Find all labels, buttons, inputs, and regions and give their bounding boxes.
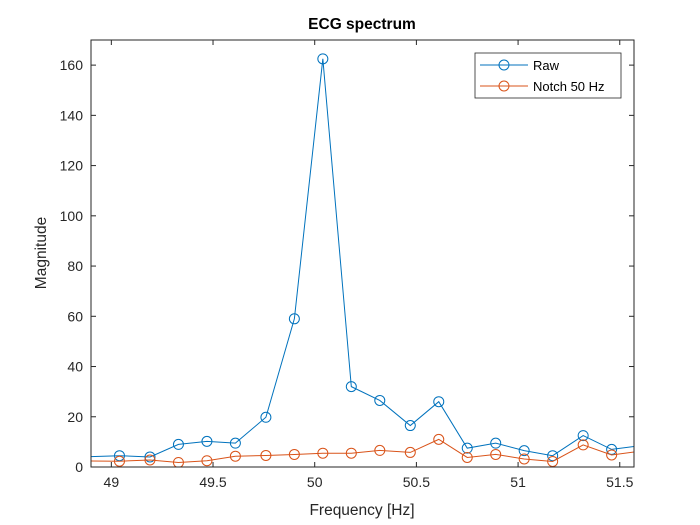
- data-point-raw: [518, 445, 530, 457]
- legend-marker-raw: [498, 59, 510, 71]
- data-point-notch-50-hz: [547, 455, 559, 467]
- x-axis-label: Frequency [Hz]: [309, 502, 414, 519]
- x-tick-label: 50: [307, 474, 323, 490]
- legend-box: [474, 52, 622, 99]
- data-point-notch-50-hz: [172, 456, 184, 467]
- data-point-notch-50-hz: [144, 454, 156, 466]
- data-point-notch-50-hz: [113, 455, 125, 467]
- y-axis-label: Magnitude: [33, 217, 50, 289]
- data-point-notch-50-hz: [229, 450, 241, 462]
- data-point-notch-50-hz: [518, 453, 530, 465]
- legend-marker-notch: [498, 80, 510, 92]
- x-tick-label: 49.5: [199, 474, 226, 490]
- x-tick-label: 51: [510, 474, 526, 490]
- data-point-raw: [229, 437, 241, 449]
- data-point-raw: [374, 394, 386, 406]
- data-point-notch-50-hz: [577, 439, 589, 451]
- data-point-notch-50-hz: [201, 455, 213, 467]
- x-tick-label: 49: [104, 474, 120, 490]
- y-tick-label: 20: [67, 409, 83, 425]
- ticks-layer: 49 49.5 50 50.5 51 51.5 0 20 40 60 80 100 120 140 160: [60, 40, 634, 490]
- data-point-notch-50-hz: [490, 448, 502, 460]
- y-tick-label: 160: [60, 57, 84, 73]
- data-point-notch-50-hz: [260, 449, 272, 461]
- data-point-raw: [317, 53, 329, 65]
- y-tick-label: 140: [60, 107, 84, 123]
- data-point-raw: [345, 381, 357, 393]
- data-point-raw: [144, 451, 156, 463]
- data-point-notch-50-hz: [433, 433, 445, 445]
- data-point-raw: [201, 435, 213, 447]
- legend: Raw Notch 50 Hz: [474, 52, 622, 99]
- data-point-raw: [113, 450, 125, 462]
- x-tick-label: 50.5: [403, 474, 430, 490]
- plot-area: [91, 40, 634, 467]
- data-point-raw: [490, 437, 502, 449]
- data-point-raw: [577, 430, 589, 442]
- data-point-raw: [547, 450, 559, 462]
- data-point-notch-50-hz: [317, 447, 329, 459]
- data-point-raw: [288, 313, 300, 325]
- legend-label-notch: Notch 50 Hz: [533, 79, 605, 94]
- data-point-notch-50-hz: [606, 449, 618, 461]
- data-point-notch-50-hz: [345, 447, 357, 459]
- x-tick-label: 51.5: [606, 474, 633, 490]
- y-tick-label: 100: [60, 208, 84, 224]
- data-point-notch-50-hz: [374, 444, 386, 456]
- axes-box: [90, 39, 635, 468]
- data-point-raw: [461, 442, 473, 454]
- data-point-raw: [404, 420, 416, 432]
- y-tick-label: 80: [67, 258, 83, 274]
- legend-label-raw: Raw: [533, 58, 560, 73]
- y-tick-label: 0: [75, 459, 83, 475]
- chart-title: ECG spectrum: [308, 16, 416, 33]
- data-point-notch-50-hz: [404, 446, 416, 458]
- y-tick-label: 60: [67, 308, 83, 324]
- data-point-raw: [260, 411, 272, 423]
- data-point-raw: [433, 396, 445, 408]
- y-tick-label: 120: [60, 158, 84, 174]
- data-point-raw: [172, 438, 184, 450]
- y-tick-label: 40: [67, 359, 83, 375]
- series-layer: [91, 53, 634, 467]
- data-point-notch-50-hz: [288, 448, 300, 460]
- data-point-notch-50-hz: [461, 451, 473, 463]
